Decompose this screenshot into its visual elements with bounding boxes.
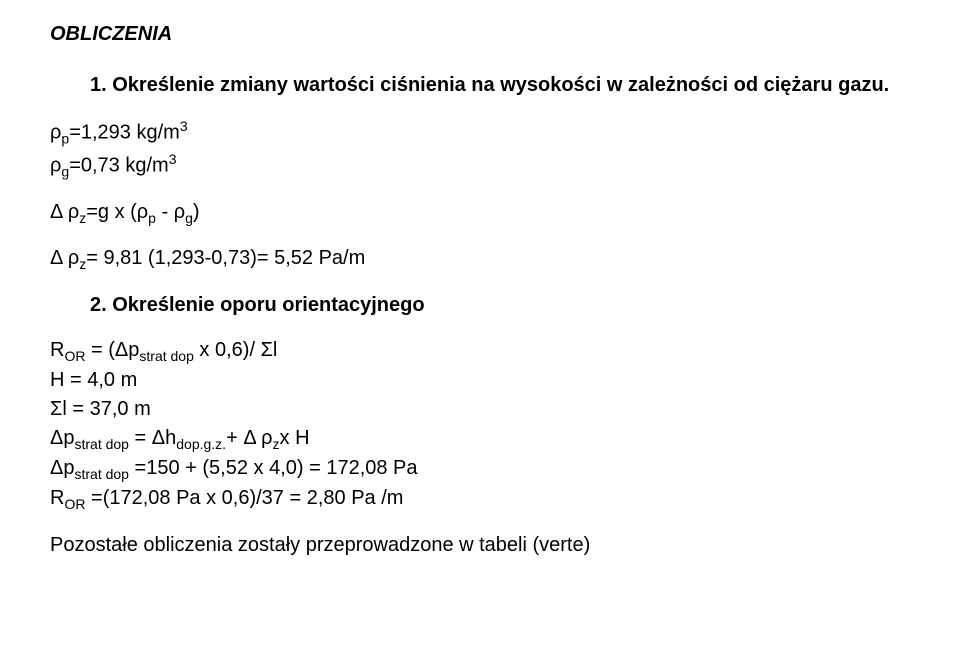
text: + Δ ρ xyxy=(226,427,272,449)
subscript: OR xyxy=(64,348,85,364)
calc-line-6: ROR =(172,08 Pa x 0,6)/37 = 2,80 Pa /m xyxy=(50,484,910,514)
text: x H xyxy=(280,427,310,449)
section-1-heading: 1. Określenie zmiany wartości ciśnienia … xyxy=(90,71,910,100)
text: =0,73 kg/m xyxy=(69,155,169,177)
text: =g x (ρ xyxy=(86,201,148,223)
delta-rho-formula: Δ ρz=g x (ρp - ρg) xyxy=(50,198,910,228)
subscript: OR xyxy=(64,496,85,512)
calc-line-4: Δpstrat dop = Δhdop.g.z.+ Δ ρzx H xyxy=(50,424,910,454)
subscript: strat dop xyxy=(139,348,193,364)
text: = (Δp xyxy=(85,339,139,361)
rho-g-line: ρg=0,73 kg/m3 xyxy=(50,149,910,182)
superscript: 3 xyxy=(180,118,188,134)
text: x 0,6)/ Σl xyxy=(194,339,278,361)
subscript: g xyxy=(185,210,193,226)
calculation-block: ROR = (Δpstrat dop x 0,6)/ Σl H = 4,0 m … xyxy=(50,336,910,515)
subscript: z xyxy=(273,436,280,452)
section-2-heading: 2. Określenie oporu orientacyjnego xyxy=(90,291,910,320)
footer-note: Pozostałe obliczenia zostały przeprowadz… xyxy=(50,531,910,560)
page-title: OBLICZENIA xyxy=(50,20,910,49)
rho-definitions: ρp=1,293 kg/m3 ρg=0,73 kg/m3 xyxy=(50,116,910,182)
calc-line-3: Σl = 37,0 m xyxy=(50,395,910,424)
subscript: p xyxy=(148,210,156,226)
section-2-number: 2. xyxy=(90,294,107,316)
text: Δp xyxy=(50,427,74,449)
text: = 9,81 (1,293-0,73)= 5,52 Pa/m xyxy=(86,247,365,269)
section-2-text: Określenie oporu orientacyjnego xyxy=(112,294,424,316)
calc-line-5: Δpstrat dop =150 + (5,52 x 4,0) = 172,08… xyxy=(50,454,910,484)
calc-line-1: ROR = (Δpstrat dop x 0,6)/ Σl xyxy=(50,336,910,366)
text: Δ ρ xyxy=(50,247,79,269)
section-1-text: Określenie zmiany wartości ciśnienia na … xyxy=(112,74,889,96)
superscript: 3 xyxy=(169,151,177,167)
section-1-number: 1. xyxy=(90,74,107,96)
text: = Δh xyxy=(129,427,176,449)
text: - ρ xyxy=(156,201,185,223)
calc-line-2: H = 4,0 m xyxy=(50,366,910,395)
text: R xyxy=(50,339,64,361)
text: =1,293 kg/m xyxy=(69,122,180,144)
subscript: strat dop xyxy=(74,466,128,482)
text: ) xyxy=(193,201,200,223)
delta-rho-value: Δ ρz= 9,81 (1,293-0,73)= 5,52 Pa/m xyxy=(50,244,910,274)
text: R xyxy=(50,487,64,509)
text: ρ xyxy=(50,155,61,177)
document-page: OBLICZENIA 1. Określenie zmiany wartości… xyxy=(0,0,960,580)
rho-p-line: ρp=1,293 kg/m3 xyxy=(50,116,910,149)
text: Δp xyxy=(50,457,74,479)
subscript: strat dop xyxy=(74,436,128,452)
text: Δ ρ xyxy=(50,201,79,223)
subscript: dop.g.z. xyxy=(176,436,226,452)
text: =150 + (5,52 x 4,0) = 172,08 Pa xyxy=(129,457,418,479)
text: ρ xyxy=(50,122,61,144)
text: =(172,08 Pa x 0,6)/37 = 2,80 Pa /m xyxy=(85,487,403,509)
